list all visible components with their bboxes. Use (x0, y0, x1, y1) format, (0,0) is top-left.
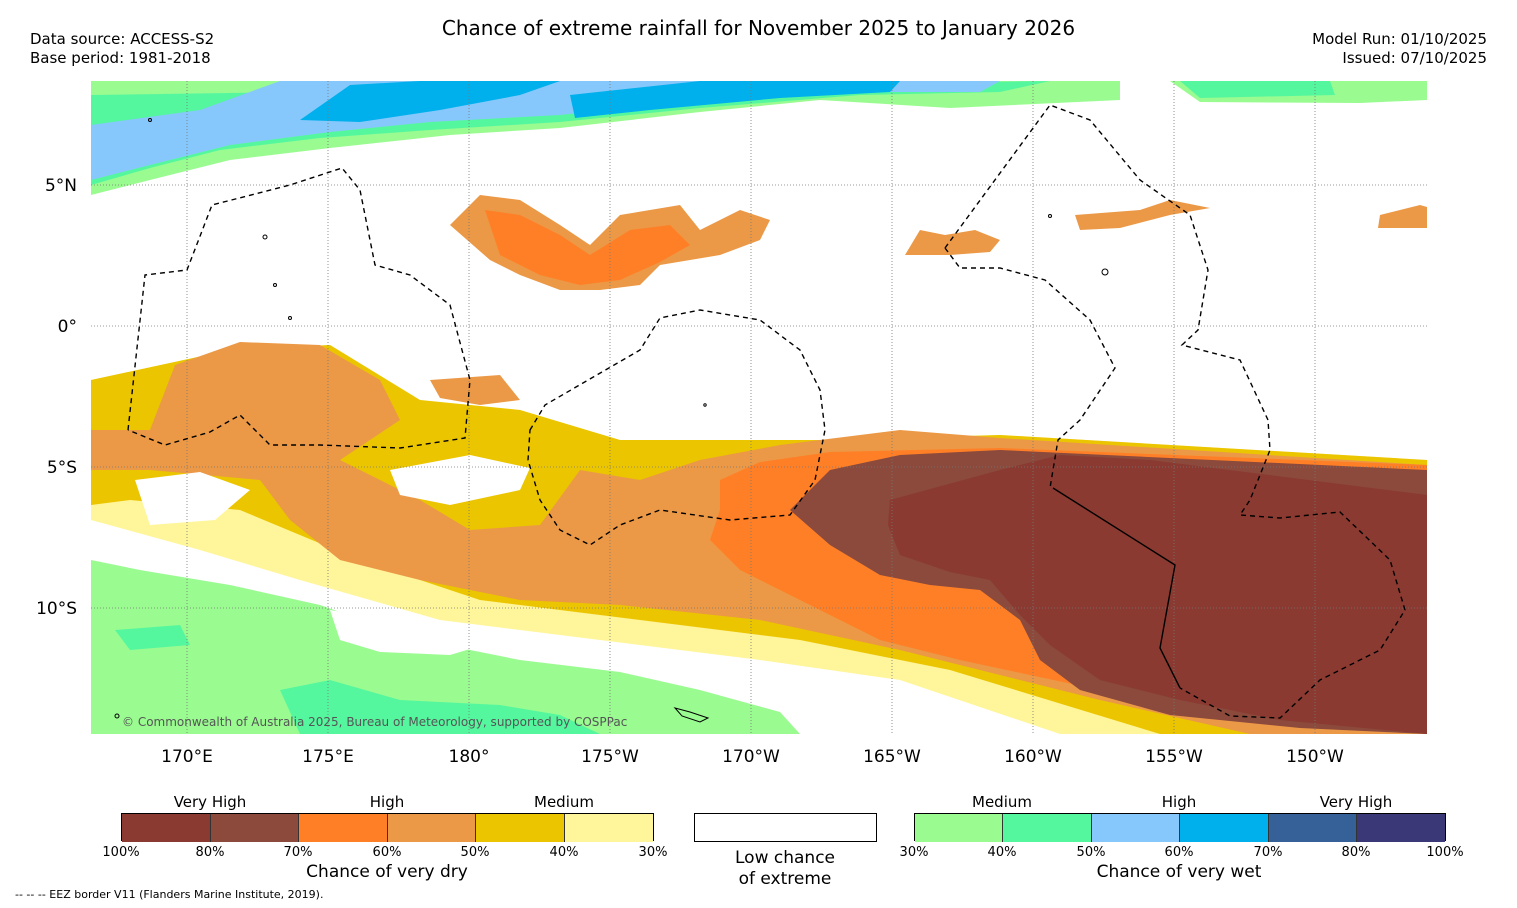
wet-tick: 30% (899, 845, 929, 860)
dry-swatch-4 (388, 814, 476, 842)
wet-band-north-60b (570, 81, 900, 118)
low-chance-line1: Low chance (735, 848, 835, 868)
dry-blob-north-70 (485, 210, 690, 285)
dry-tick: 100% (102, 845, 140, 860)
wet-cat-high: High (1161, 793, 1197, 811)
lon-label-180: 180° (449, 747, 490, 767)
eez-solid (1052, 487, 1181, 689)
lat-label-10s: 10°S (36, 599, 77, 619)
dry-tick: 80% (195, 845, 225, 860)
wet-swatch-1 (915, 814, 1003, 842)
base-period: Base period: 1981-2018 (30, 49, 211, 67)
issued-date: Issued: 07/10/2025 (1342, 49, 1487, 67)
wet-swatch-5 (1269, 814, 1357, 842)
dry-blob-central-60 (430, 375, 520, 405)
white-hole2 (390, 455, 530, 505)
lon-label-160w: 160°W (1004, 747, 1062, 767)
dry-legend-title: Chance of very dry (306, 862, 468, 882)
wet-band-south-40b (115, 625, 190, 650)
copyright-note: © Commonwealth of Australia 2025, Bureau… (122, 715, 628, 729)
wet-swatch-3 (1092, 814, 1180, 842)
dry-tick: 30% (638, 845, 668, 860)
eez-note: -- -- -- EEZ border V11 (Flanders Marine… (15, 888, 324, 901)
dry-band-100 (888, 455, 1427, 734)
meta-left: Data source: ACCESS-S2 Base period: 1981… (30, 30, 214, 68)
wet-tick: 40% (987, 845, 1017, 860)
graticule (91, 81, 1427, 734)
wet-cat-very-high: Very High (1319, 793, 1393, 811)
wet-tick: 50% (1076, 845, 1106, 860)
low-chance-swatch (694, 813, 877, 842)
lon-label-175w: 175°W (581, 747, 639, 767)
dry-tick: 50% (460, 845, 490, 860)
white-south (330, 610, 500, 655)
lat-label-5s: 5°S (47, 458, 77, 478)
lat-label-5n: 5°N (45, 176, 77, 196)
islands (114, 118, 1109, 723)
lon-label-155w: 155°W (1145, 747, 1203, 767)
dry-cat-medium: Medium (534, 793, 594, 811)
dry-blob-ne (905, 230, 1000, 255)
lon-label-170e: 170°E (161, 747, 213, 767)
wet-cat-medium: Medium (972, 793, 1032, 811)
dry-tick: 70% (283, 845, 313, 860)
map-field (91, 81, 1427, 734)
dry-cat-high: High (369, 793, 405, 811)
wet-swatch-6 (1357, 814, 1445, 842)
dry-swatch-2 (211, 814, 299, 842)
meta-right: Model Run: 01/10/2025 Issued: 07/10/2025 (1312, 30, 1487, 68)
rainfall-map: 5°N 0° 5°S 10°S 170°E 175°E 180° 175°W 1… (36, 81, 1427, 767)
wet-swatch-4 (1180, 814, 1269, 842)
wet-band-north-60 (300, 81, 560, 122)
lon-label-150w: 150°W (1286, 747, 1344, 767)
dry-blob-ne3 (1378, 205, 1427, 228)
wet-tick: 70% (1253, 845, 1283, 860)
dry-swatch-1 (122, 814, 211, 842)
wet-band-north-50 (91, 81, 1000, 180)
wet-band-south-40 (280, 680, 600, 734)
wet-tick: 60% (1164, 845, 1194, 860)
lon-label-165w: 165°W (863, 747, 921, 767)
dry-swatch-3 (299, 814, 388, 842)
dry-swatch-5 (476, 814, 565, 842)
dry-tick: 60% (372, 845, 402, 860)
model-run: Model Run: 01/10/2025 (1312, 30, 1487, 48)
dry-tick: 40% (549, 845, 579, 860)
wet-tick: 80% (1341, 845, 1371, 860)
wet-tick: 100% (1426, 845, 1464, 860)
lon-label-170w: 170°W (722, 747, 780, 767)
page-title: Chance of extreme rainfall for November … (441, 16, 1076, 40)
low-chance-line2: of extreme (738, 869, 832, 889)
dry-swatch-6 (565, 814, 653, 842)
dry-colorbar (121, 813, 654, 842)
dry-cat-very-high: Very High (173, 793, 247, 811)
white-hole (135, 472, 250, 525)
data-source: Data source: ACCESS-S2 (30, 30, 215, 48)
eez-borders (127, 104, 1406, 719)
lat-label-0: 0° (58, 317, 77, 337)
wet-band-ne-40 (1180, 81, 1335, 98)
wet-legend-title: Chance of very wet (1096, 862, 1262, 882)
lon-label-175e: 175°E (302, 747, 354, 767)
dry-blob-ne2 (1075, 200, 1210, 230)
wet-colorbar (914, 813, 1446, 842)
wet-swatch-2 (1003, 814, 1092, 842)
low-chance-label: Low chance of extreme (735, 848, 835, 890)
